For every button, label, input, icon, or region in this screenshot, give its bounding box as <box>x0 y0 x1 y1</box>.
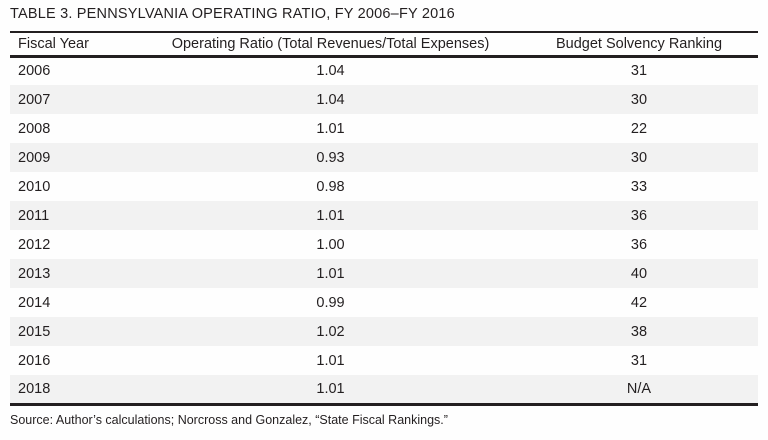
operating-ratio-cell: 1.01 <box>316 352 345 369</box>
fiscal-year-cell: 2011 <box>18 207 50 224</box>
table-row: 2009 0.93 30 <box>10 143 758 172</box>
operating-ratio-cell: 0.98 <box>316 178 345 195</box>
table-row: 2018 1.01 N/A <box>10 375 758 404</box>
solvency-ranking-cell: 36 <box>630 236 648 253</box>
solvency-ranking-cell: 30 <box>630 91 648 108</box>
column-header-operating-ratio: Operating Ratio (Total Revenues/Total Ex… <box>171 35 490 52</box>
operating-ratio-cell: 0.93 <box>316 149 345 166</box>
data-table: Fiscal Year Operating Ratio (Total Reven… <box>10 31 758 406</box>
table-row: 2007 1.04 30 <box>10 85 758 114</box>
table-row: 2016 1.01 31 <box>10 346 758 375</box>
table-row: 2006 1.04 31 <box>10 56 758 85</box>
table-row: 2012 1.00 36 <box>10 230 758 259</box>
operating-ratio-cell: 1.02 <box>316 323 345 340</box>
table-row: 2008 1.01 22 <box>10 114 758 143</box>
fiscal-year-cell: 2016 <box>18 352 51 369</box>
solvency-ranking-cell: 22 <box>630 120 648 137</box>
operating-ratio-cell: 0.99 <box>316 294 345 311</box>
solvency-ranking-cell: 30 <box>630 149 648 166</box>
fiscal-year-cell: 2015 <box>18 323 51 340</box>
table-row: 2011 1.01 36 <box>10 201 758 230</box>
fiscal-year-cell: 2014 <box>18 294 51 311</box>
solvency-ranking-cell: 40 <box>630 265 648 282</box>
table-row: 2010 0.98 33 <box>10 172 758 201</box>
fiscal-year-cell: 2007 <box>18 91 51 108</box>
table-title: TABLE 3. PENNSYLVANIA OPERATING RATIO, F… <box>10 6 455 22</box>
solvency-ranking-cell: 36 <box>630 207 648 224</box>
solvency-ranking-cell: 33 <box>630 178 648 195</box>
fiscal-year-cell: 2013 <box>18 265 51 282</box>
source-note: Source: Author’s calculations; Norcross … <box>10 412 448 427</box>
solvency-ranking-cell: 31 <box>630 63 648 80</box>
table-row: 2015 1.02 38 <box>10 317 758 346</box>
column-header-budget-solvency-ranking: Budget Solvency Ranking <box>555 35 723 52</box>
fiscal-year-cell: 2012 <box>18 236 51 253</box>
column-header-fiscal-year: Fiscal Year <box>18 35 89 52</box>
operating-ratio-cell: 1.01 <box>316 120 345 137</box>
fiscal-year-cell: 2010 <box>18 178 51 195</box>
table-row: 2013 1.01 40 <box>10 259 758 288</box>
fiscal-year-cell: 2009 <box>18 149 51 166</box>
operating-ratio-cell: 1.04 <box>316 91 345 108</box>
operating-ratio-cell: 1.04 <box>316 63 345 80</box>
operating-ratio-cell: 1.01 <box>316 380 345 397</box>
fiscal-year-cell: 2018 <box>18 380 51 397</box>
operating-ratio-cell: 1.01 <box>316 265 345 282</box>
fiscal-year-cell: 2008 <box>18 120 51 137</box>
solvency-ranking-cell: 38 <box>630 323 648 340</box>
fiscal-year-cell: 2006 <box>18 63 51 80</box>
table-header: Fiscal Year Operating Ratio (Total Reven… <box>10 32 758 56</box>
operating-ratio-cell: 1.01 <box>316 207 345 224</box>
header-row: Fiscal Year Operating Ratio (Total Reven… <box>10 32 758 56</box>
solvency-ranking-cell: 42 <box>630 294 648 311</box>
solvency-ranking-cell: N/A <box>626 380 652 397</box>
table-row: 2014 0.99 42 <box>10 288 758 317</box>
operating-ratio-cell: 1.00 <box>316 236 345 253</box>
table-body: 2006 1.04 31 2007 1.04 30 2008 1.01 22 2009 0.93 30… <box>10 56 758 404</box>
solvency-ranking-cell: 31 <box>630 352 648 369</box>
